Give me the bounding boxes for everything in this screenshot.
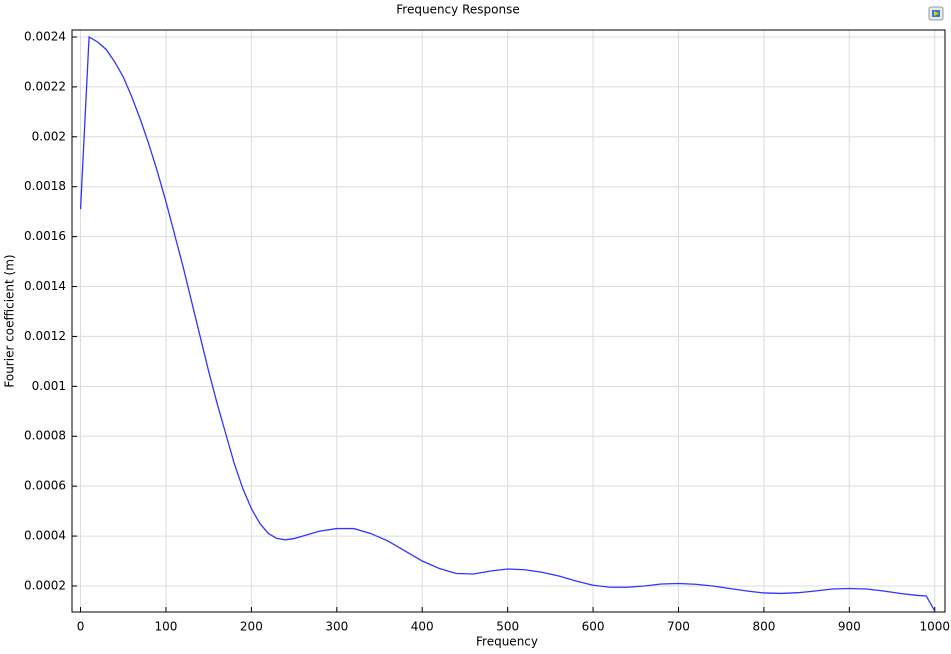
y-tick-label: 0.0014 — [24, 279, 66, 293]
x-tick-label: 300 — [325, 620, 348, 634]
y-tick-label: 0.0008 — [24, 429, 66, 443]
y-tick-label: 0.0012 — [24, 329, 66, 343]
y-tick-label: 0.001 — [32, 379, 66, 393]
x-tick-label: 600 — [582, 620, 605, 634]
y-tick-label: 0.0004 — [24, 529, 66, 543]
x-tick-label: 400 — [411, 620, 434, 634]
x-tick-label: 900 — [838, 620, 861, 634]
y-tick-label: 0.0016 — [24, 229, 66, 243]
y-axis-label: Fourier coefficient (m) — [3, 254, 17, 387]
chart-title: Frequency Response — [396, 3, 519, 17]
y-tick-label: 0.002 — [32, 129, 66, 143]
y-tick-label: 0.0024 — [24, 29, 66, 43]
export-icon[interactable] — [928, 6, 944, 21]
x-tick-label: 700 — [667, 620, 690, 634]
x-tick-label: 1000 — [919, 620, 950, 634]
x-tick-label: 800 — [752, 620, 775, 634]
plot-frame — [71, 29, 946, 613]
x-axis-label: Frequency — [476, 635, 538, 649]
y-tick-label: 0.0022 — [24, 79, 66, 93]
x-tick-label: 200 — [240, 620, 263, 634]
y-tick-label: 0.0018 — [24, 179, 66, 193]
data-line — [79, 35, 936, 612]
y-tick-label: 0.0002 — [24, 578, 66, 592]
x-tick-label: 100 — [155, 620, 178, 634]
x-tick-label: 500 — [496, 620, 519, 634]
y-tick-label: 0.0006 — [24, 479, 66, 493]
x-tick-label: 0 — [77, 620, 85, 634]
